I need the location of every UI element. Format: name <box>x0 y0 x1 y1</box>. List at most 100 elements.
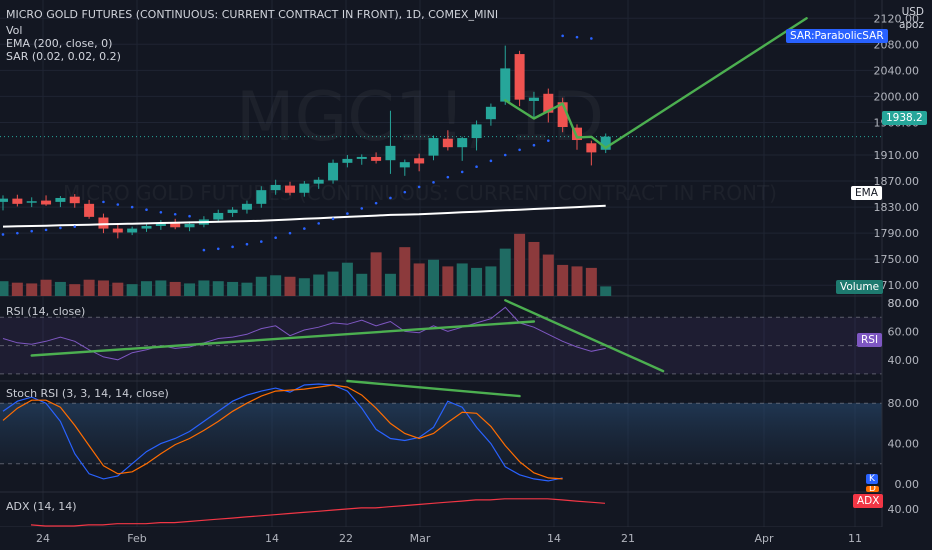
stoch-k-tag: K <box>866 474 878 484</box>
sar-dot <box>159 211 163 214</box>
volume-bar <box>542 254 554 296</box>
last-price-tag: 1938.2 <box>882 111 927 125</box>
grid-lines <box>0 0 882 527</box>
candle-body <box>500 68 511 102</box>
sar-dot <box>116 203 120 206</box>
volume-bar <box>499 248 511 296</box>
candle-body <box>514 54 525 100</box>
trendline <box>346 379 521 398</box>
trendline <box>30 320 536 357</box>
price-tick-label: 1910.00 <box>874 149 920 162</box>
volume-bar <box>428 259 439 296</box>
chart-title: MICRO GOLD FUTURES (CONTINUOUS: CURRENT … <box>6 8 499 21</box>
sar-dot <box>475 165 478 169</box>
sar-dot <box>102 200 105 204</box>
time-axis[interactable]: 24 Feb 14 22 Mar 14 21 Apr 11 <box>0 527 932 550</box>
candle-body <box>414 158 425 164</box>
volume-bar <box>413 263 425 296</box>
volume-bar <box>184 283 196 296</box>
volume-bar <box>40 279 52 296</box>
rsi-tick-label: 40.00 <box>888 354 920 367</box>
volume-bar <box>514 233 526 296</box>
candle-body <box>328 162 339 181</box>
sar-dot <box>173 212 177 216</box>
volume-bar <box>341 262 353 296</box>
volume-bar <box>557 264 569 296</box>
volume-bar <box>83 279 95 296</box>
volume-bar <box>327 271 339 296</box>
sar-dot <box>417 185 421 189</box>
sar-dot <box>30 229 33 233</box>
volume-bar <box>112 282 124 296</box>
sar-dot <box>575 35 579 39</box>
sar-dot <box>547 139 550 142</box>
price-axis[interactable]: 1710.00 1750.00 1790.00 1830.00 1870.00 1910.… <box>874 0 932 527</box>
stoch-tick-label: 0.00 <box>895 478 920 491</box>
candle-body <box>285 185 295 193</box>
time-tick-label: 11 <box>848 532 862 545</box>
volume-bar <box>356 273 368 296</box>
sar-dot <box>245 242 249 246</box>
sar-dot <box>1 233 5 236</box>
rsi-tick-label: 80.00 <box>888 297 920 310</box>
candle-body <box>213 212 224 220</box>
candle-body <box>41 200 52 205</box>
sar-dot <box>317 222 321 225</box>
volume-bar <box>370 252 382 296</box>
ema-tag: EMA <box>851 186 882 200</box>
volume-bar <box>54 281 66 296</box>
candle-body <box>299 183 310 193</box>
volume-bar <box>270 275 282 296</box>
volume-bar <box>585 267 597 296</box>
candle-body <box>170 223 181 228</box>
legend-ema[interactable]: EMA (200, close, 0) <box>6 37 113 50</box>
price-tick-label: 1710.00 <box>874 279 920 292</box>
volume-bar <box>456 263 468 296</box>
scale-mode-label: apoz <box>898 19 924 31</box>
stoch-pane-label[interactable]: Stoch RSI (3, 3, 14, 14, close) <box>6 387 169 400</box>
candle-body <box>428 138 439 156</box>
rsi-tag: RSI <box>857 333 883 347</box>
time-tick-label: Apr <box>754 532 774 545</box>
candle-body <box>127 228 138 233</box>
price-tick-label: 1790.00 <box>874 227 920 240</box>
sar-dot <box>518 148 521 152</box>
volume-bar <box>26 283 38 296</box>
volume-bar <box>298 278 310 296</box>
legend-sar[interactable]: SAR (0.02, 0.02, 0.2) <box>6 50 121 63</box>
candle-body <box>112 228 123 233</box>
sar-dot <box>374 201 378 205</box>
drawn-trendlines[interactable] <box>30 17 808 398</box>
sar-dot <box>274 236 277 239</box>
rsi-pane-label[interactable]: RSI (14, close) <box>6 305 86 318</box>
price-tick-label: 1830.00 <box>874 201 920 214</box>
volume-bar <box>442 266 454 296</box>
candle-body <box>69 196 80 204</box>
candle-body <box>55 197 66 202</box>
volume-bar <box>69 284 81 296</box>
candle-body <box>586 143 597 153</box>
volume-bar <box>97 280 109 296</box>
time-tick-label: 22 <box>339 532 353 545</box>
adx-pane-label[interactable]: ADX (14, 14) <box>6 500 77 513</box>
currency-unit[interactable]: USD apoz <box>899 6 924 32</box>
volume-bar <box>255 276 267 296</box>
candle-body <box>26 201 37 203</box>
ema-line <box>2 204 606 228</box>
candlestick-series[interactable] <box>0 45 611 239</box>
volume-bar <box>227 281 239 296</box>
legend-vol[interactable]: Vol <box>6 24 23 37</box>
trendline <box>604 17 808 149</box>
price-tick-label: 1870.00 <box>874 175 920 188</box>
volume-bar <box>169 281 181 296</box>
candle-body <box>0 198 8 202</box>
volume-bar <box>155 280 167 296</box>
price-tick-label: 2120.00 <box>874 12 920 25</box>
indicator-lines <box>1 34 606 527</box>
sar-dot <box>260 240 263 243</box>
sar-dot <box>590 37 593 40</box>
candle-body <box>457 138 468 148</box>
candle-body <box>241 203 252 210</box>
sar-dot <box>561 34 564 38</box>
